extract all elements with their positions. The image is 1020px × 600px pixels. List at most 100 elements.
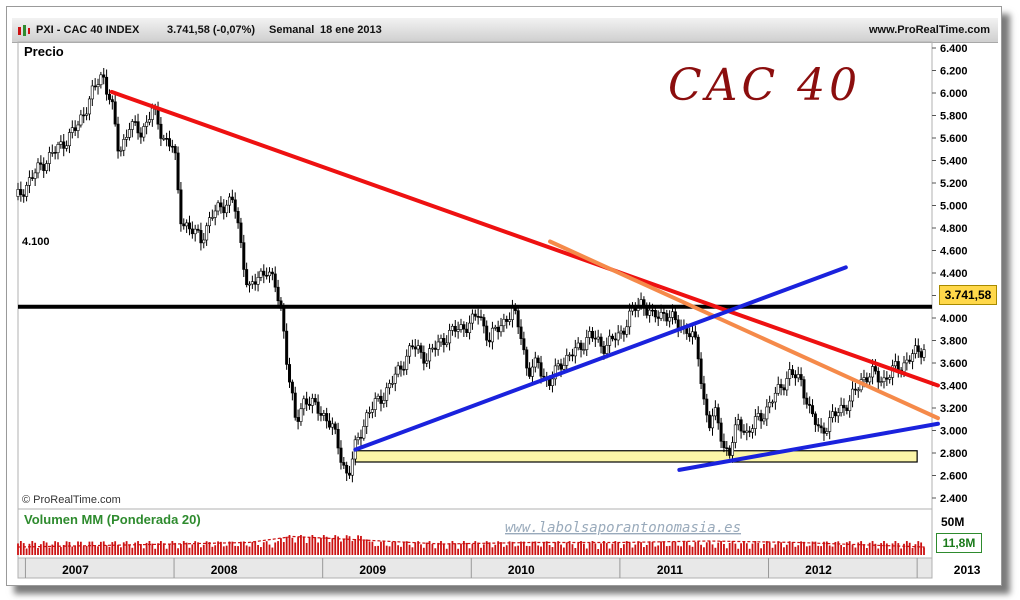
- volume-bar: [368, 541, 371, 555]
- volume-bar: [482, 544, 485, 555]
- volume-bar: [17, 543, 19, 555]
- volume-bar: [645, 544, 648, 555]
- candle-body: [519, 326, 523, 339]
- volume-bar: [145, 542, 148, 555]
- volume-bar: [151, 543, 154, 555]
- candle-body: [373, 398, 377, 410]
- candle-body: [102, 74, 106, 78]
- volume-bar: [568, 541, 571, 555]
- candle-body: [39, 162, 43, 165]
- volume-bar: [854, 547, 857, 555]
- candle-body: [325, 413, 329, 422]
- volume-bar: [265, 541, 268, 555]
- candle-body: [256, 277, 260, 285]
- candle-body: [339, 447, 343, 463]
- volume-bar: [900, 548, 903, 555]
- candle-body: [385, 387, 389, 401]
- candle-body: [565, 355, 569, 366]
- volume-bar: [560, 544, 562, 555]
- candle-body: [179, 189, 183, 225]
- candles: [16, 67, 926, 483]
- volume-bar: [805, 546, 808, 555]
- candle-body: [673, 311, 677, 321]
- candle-body: [33, 172, 37, 179]
- volume-bar: [220, 541, 222, 555]
- candle-body: [851, 388, 855, 402]
- volume-bar: [674, 541, 677, 555]
- volume-bar: [354, 538, 357, 555]
- volume-bar: [697, 541, 700, 555]
- volume-bar: [234, 545, 237, 555]
- watermark: www.labolsaporantonomasia.es: [505, 520, 741, 536]
- volume-bar: [114, 541, 117, 555]
- candle-body: [465, 328, 469, 334]
- candle-body: [305, 398, 309, 405]
- volume-bar: [648, 541, 651, 555]
- candle-body: [536, 357, 540, 363]
- candle-body: [110, 99, 114, 103]
- volume-bar: [357, 535, 360, 555]
- candle-body: [219, 202, 223, 208]
- candle-body: [408, 345, 412, 357]
- candle-body: [376, 395, 380, 399]
- candle-body: [225, 204, 229, 214]
- candle-body: [276, 286, 280, 302]
- candle-body: [268, 271, 272, 277]
- candle-body: [127, 129, 131, 138]
- candle-body: [576, 342, 580, 349]
- volume-bar: [628, 542, 631, 555]
- candle-body: [462, 324, 466, 330]
- candle-body: [282, 308, 286, 332]
- volume-bar: [139, 543, 142, 555]
- volume-bar: [817, 545, 820, 555]
- candle-body: [359, 436, 363, 439]
- candle-body: [553, 365, 557, 380]
- candle-body: [808, 403, 812, 406]
- candle-body: [505, 318, 509, 322]
- overlay-title: CAC 40: [668, 60, 861, 111]
- candle-body: [488, 339, 492, 343]
- volume-bar: [451, 541, 454, 555]
- volume-bar: [594, 543, 597, 555]
- volume-bar: [588, 543, 591, 555]
- volume-bar: [751, 543, 754, 555]
- volume-bar: [908, 542, 911, 555]
- volume-bar: [99, 541, 102, 555]
- candle-body: [819, 425, 823, 429]
- volume-bar: [625, 541, 628, 555]
- volume-bar: [65, 541, 68, 555]
- volume-bar: [911, 548, 914, 555]
- volume-bar: [617, 542, 620, 555]
- volume-bar: [731, 541, 734, 555]
- candle-body: [882, 377, 886, 382]
- volume-bar: [883, 541, 885, 555]
- candle-body: [202, 239, 206, 244]
- candle-body: [445, 342, 449, 345]
- y-tick-label: 4.000: [940, 313, 968, 325]
- volume-bar: [683, 541, 685, 555]
- candle-body: [873, 366, 877, 372]
- candle-body: [165, 138, 169, 140]
- volume-bar: [428, 541, 431, 555]
- volume-bar: [174, 542, 177, 555]
- candle-body: [739, 419, 743, 432]
- volume-bar: [837, 541, 840, 555]
- candle-body: [468, 322, 472, 334]
- volume-bar: [237, 546, 239, 555]
- volume-bar: [385, 545, 388, 555]
- volume-bar: [328, 542, 331, 555]
- volume-bar: [251, 541, 254, 555]
- volume-bar: [337, 536, 340, 555]
- volume-bar: [242, 541, 245, 555]
- volume-bar: [182, 541, 185, 555]
- candle-body: [193, 228, 197, 235]
- volume-bar: [623, 544, 625, 555]
- candle-body: [731, 442, 735, 456]
- volume-bar: [540, 546, 542, 555]
- volume-bar: [288, 535, 291, 555]
- volume-bar: [342, 538, 345, 555]
- candle-body: [879, 381, 883, 383]
- period-label: Semanal: [269, 24, 315, 36]
- candle-body: [405, 355, 409, 370]
- candle-body: [590, 330, 594, 339]
